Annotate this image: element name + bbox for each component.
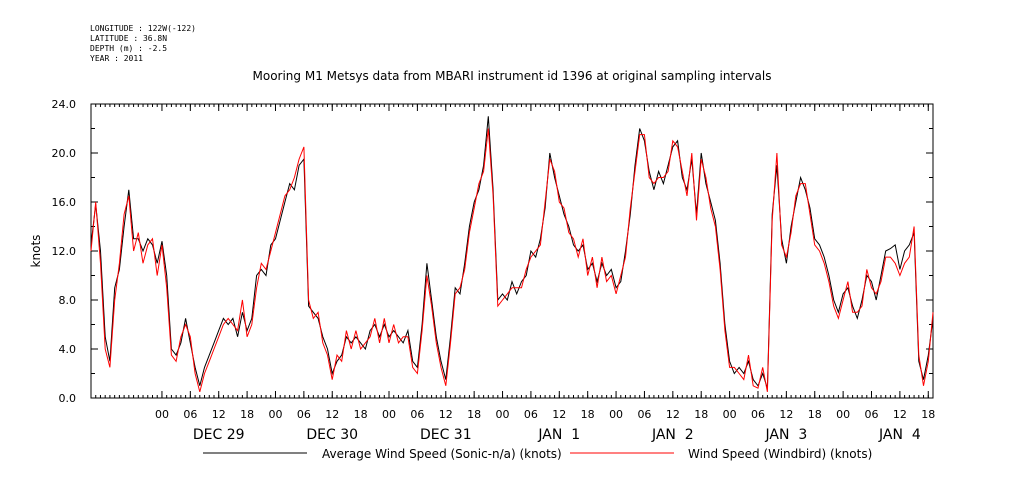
meta-line-depth: DEPTH (m) : -2.5	[90, 44, 167, 53]
x-tick-label: 00	[496, 408, 510, 421]
x-tick-label: 12	[439, 408, 453, 421]
x-tick-label: 00	[836, 408, 850, 421]
day-label: JAN 4	[878, 427, 921, 443]
x-tick-label: 00	[382, 408, 396, 421]
y-tick-label: 4.0	[59, 343, 77, 356]
x-tick-label: 18	[354, 408, 368, 421]
x-tick-label: 06	[751, 408, 765, 421]
plot-frame	[90, 103, 934, 399]
y-tick-label: 20.0	[52, 147, 77, 160]
day-labels: DEC 29 DEC 30 DEC 31 JAN 1 JAN 2 JAN 3 JAN 4	[193, 427, 921, 443]
y-tick-label: 24.0	[52, 98, 77, 111]
x-tick-label: 00	[609, 408, 623, 421]
legend: Average Wind Speed (Sonic-n/a) (knots) W…	[203, 447, 872, 461]
y-tick-label: 8.0	[59, 294, 77, 307]
day-label: JAN 3	[764, 427, 807, 443]
x-tick-label: 18	[581, 408, 595, 421]
day-label: DEC 30	[306, 427, 358, 443]
x-tick-label: 06	[410, 408, 424, 421]
day-label: JAN 2	[651, 427, 694, 443]
meta-line-latitude: LATITUDE : 36.8N	[90, 34, 167, 43]
series-line-windbird	[90, 128, 934, 393]
y-tick-labels: 0.0 4.0 8.0 12.0 16.0 20.0 24.0	[52, 98, 77, 405]
x-tick-label: 06	[297, 408, 311, 421]
x-tick-label: 18	[694, 408, 708, 421]
day-label: JAN 1	[537, 427, 580, 443]
x-tick-label: 18	[921, 408, 935, 421]
x-tick-label: 18	[240, 408, 254, 421]
metadata-block: LONGITUDE : 122W(-122) LATITUDE : 36.8N …	[90, 24, 196, 63]
legend-label-windbird: Wind Speed (Windbird) (knots)	[688, 447, 872, 461]
x-tick-label: 12	[325, 408, 339, 421]
x-tick-label: 12	[212, 408, 226, 421]
meta-line-longitude: LONGITUDE : 122W(-122)	[90, 24, 196, 33]
day-label: DEC 31	[420, 427, 472, 443]
series-lines	[90, 116, 934, 393]
axis-ticks	[90, 103, 934, 399]
x-tick-label: 12	[666, 408, 680, 421]
day-label: DEC 29	[193, 427, 245, 443]
chart-title: Mooring M1 Metsys data from MBARI instru…	[253, 69, 772, 83]
x-tick-label: 06	[524, 408, 538, 421]
x-tick-label: 12	[552, 408, 566, 421]
x-tick-label: 06	[637, 408, 651, 421]
y-axis-label: knots	[29, 235, 43, 268]
y-tick-label: 16.0	[52, 196, 77, 209]
x-tick-label: 12	[893, 408, 907, 421]
x-tick-label: 12	[779, 408, 793, 421]
meta-line-year: YEAR : 2011	[90, 54, 143, 63]
y-tick-label: 0.0	[59, 392, 77, 405]
x-tick-label: 00	[268, 408, 282, 421]
x-tick-label: 18	[808, 408, 822, 421]
x-tick-label: 06	[865, 408, 879, 421]
x-tick-label: 00	[723, 408, 737, 421]
x-tick-labels: 00 06 12 18 00 06 12 18 00 06 12 18 00 06 12 18 00 06 12 18…	[155, 408, 935, 421]
legend-label-sonic: Average Wind Speed (Sonic-n/a) (knots)	[322, 447, 562, 461]
y-tick-label: 12.0	[52, 245, 77, 258]
x-tick-label: 00	[155, 408, 169, 421]
series-line-sonic	[90, 116, 934, 389]
x-tick-label: 18	[467, 408, 481, 421]
x-tick-label: 06	[183, 408, 197, 421]
